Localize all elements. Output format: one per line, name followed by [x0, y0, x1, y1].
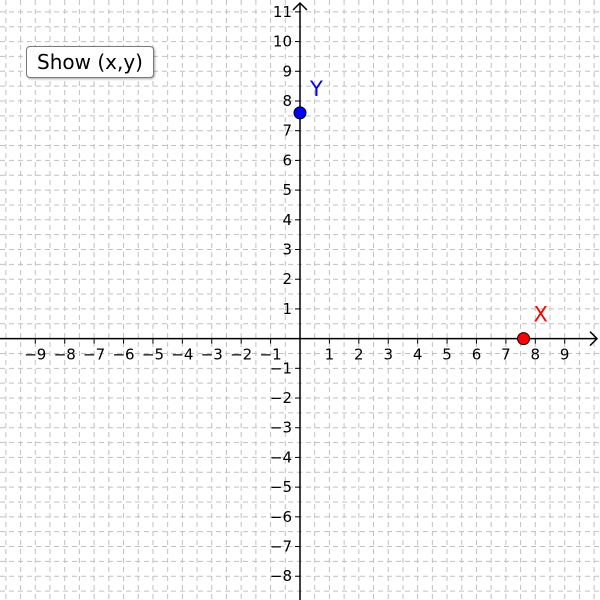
y-tick-label: −5 [270, 478, 292, 496]
x-tick-label: 6 [472, 346, 482, 364]
y-tick-label: 10 [273, 33, 292, 51]
points[interactable]: XY [293, 77, 548, 346]
x-tick-label: 4 [413, 346, 423, 364]
point-y-label: Y [309, 77, 323, 101]
x-axis-arrow-icon [589, 331, 599, 347]
x-tick-label: 7 [501, 346, 511, 364]
x-tick-label: −4 [171, 346, 193, 364]
point-x-label: X [534, 303, 548, 327]
y-tick-label: 4 [282, 211, 292, 229]
y-tick-label: 8 [282, 92, 292, 110]
x-tick-label: −7 [83, 346, 105, 364]
y-tick-label: −1 [270, 359, 292, 377]
x-tick-label: −5 [142, 346, 164, 364]
y-tick-label: −7 [270, 538, 292, 556]
x-tick-label: 2 [354, 346, 364, 364]
y-tick-label: 7 [282, 122, 292, 140]
point-x[interactable] [517, 332, 531, 346]
y-tick-label: 6 [282, 151, 292, 169]
x-tick-label: −2 [230, 346, 252, 364]
y-axis-arrow-icon [292, 1, 308, 11]
y-tick-label: −3 [270, 419, 292, 437]
y-tick-label: −8 [270, 567, 292, 585]
x-tick-label: 9 [560, 346, 570, 364]
y-tick-label: 1 [282, 300, 292, 318]
x-tick-label: 8 [531, 346, 541, 364]
show-coordinates-button[interactable]: Show (x,y) [26, 46, 154, 78]
x-tick-label: 5 [442, 346, 452, 364]
x-tick-label: −3 [201, 346, 223, 364]
y-tick-label: 11 [273, 3, 292, 21]
y-tick-label: −6 [270, 508, 292, 526]
y-tick-label: −4 [270, 448, 292, 466]
tick-labels: −9 −8 −7 −6 −5 −4 −3 −2 −1 1 2 3 4 5 6 7 8 9−8−7−6−5−4−3−… [24, 3, 569, 585]
x-tick-label: −9 [24, 346, 46, 364]
y-tick-label: 3 [282, 241, 292, 259]
x-tick-label: 1 [325, 346, 335, 364]
y-tick-label: 2 [282, 270, 292, 288]
point-y[interactable] [293, 106, 307, 120]
y-tick-label: 5 [282, 181, 292, 199]
x-tick-label: −6 [112, 346, 134, 364]
x-tick-label: 3 [383, 346, 393, 364]
x-tick-label: −1 [260, 346, 282, 364]
y-tick-label: 9 [282, 62, 292, 80]
y-tick-label: −2 [270, 389, 292, 407]
x-tick-label: −8 [54, 346, 76, 364]
